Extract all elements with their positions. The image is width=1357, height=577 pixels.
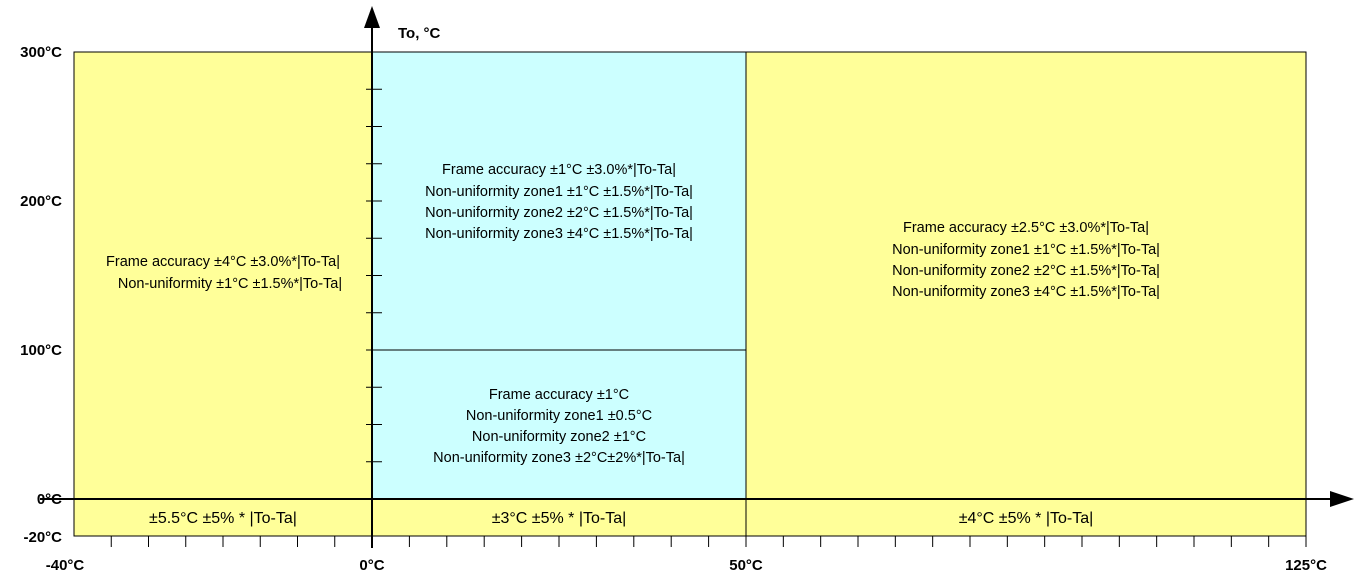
y-tick-label: -20°C — [23, 529, 62, 546]
zone-right-upper — [745, 51, 1307, 500]
y-tick-label: 200°C — [20, 193, 62, 210]
y-tick-label: 100°C — [20, 342, 62, 359]
zone-center-mid — [371, 349, 747, 500]
y-tick-label: 300°C — [20, 44, 62, 61]
zone-bottom-center — [371, 498, 747, 537]
zone-left-line-1: Frame accuracy ±4°C ±3.0%*|To-Ta| — [106, 254, 340, 270]
zone-center-top — [371, 51, 747, 351]
zone-center-mid-line-1: Frame accuracy ±1°C — [489, 387, 629, 403]
x-tick-label: 50°C — [729, 557, 763, 574]
zone-center-mid-line-4: Non-uniformity zone3 ±2°C±2%*|To-Ta| — [433, 450, 685, 466]
zone-center-mid-line-2: Non-uniformity zone1 ±0.5°C — [466, 408, 652, 424]
zone-bottom-center-text: ±3°C ±5% * |To-Ta| — [492, 510, 627, 527]
zone-left-line-2: Non-uniformity ±1°C ±1.5%*|To-Ta| — [118, 276, 342, 292]
x-tick-label: 125°C — [1285, 557, 1327, 574]
x-axis-arrow — [1330, 491, 1354, 507]
zone-center-top-line-3: Non-uniformity zone2 ±2°C ±1.5%*|To-Ta| — [425, 205, 693, 221]
y-axis-minor-ticks — [366, 88, 382, 463]
y-tick-label: 0°C — [37, 491, 62, 508]
y-axis-arrow — [364, 6, 380, 28]
zone-left-upper — [73, 51, 373, 500]
x-tick-label: -40°C — [46, 557, 85, 574]
zone-right-line-4: Non-uniformity zone3 ±4°C ±1.5%*|To-Ta| — [892, 284, 1160, 300]
zone-center-top-line-2: Non-uniformity zone1 ±1°C ±1.5%*|To-Ta| — [425, 184, 693, 200]
zone-bottom-right — [745, 498, 1307, 537]
zone-center-top-line-1: Frame accuracy ±1°C ±3.0%*|To-Ta| — [442, 162, 676, 178]
y-axis-title: To, °C — [398, 25, 441, 42]
x-tick-label: 0°C — [359, 557, 384, 574]
zone-center-top-line-4: Non-uniformity zone3 ±4°C ±1.5%*|To-Ta| — [425, 226, 693, 242]
zone-right-line-2: Non-uniformity zone1 ±1°C ±1.5%*|To-Ta| — [892, 242, 1160, 258]
zone-bottom-right-text: ±4°C ±5% * |To-Ta| — [959, 510, 1094, 527]
x-axis-minor-ticks — [110, 536, 1307, 547]
zone-right-line-1: Frame accuracy ±2.5°C ±3.0%*|To-Ta| — [903, 220, 1149, 236]
zone-bottom-left-text: ±5.5°C ±5% * |To-Ta| — [149, 510, 297, 527]
zone-right-line-3: Non-uniformity zone2 ±2°C ±1.5%*|To-Ta| — [892, 263, 1160, 279]
zone-center-mid-line-3: Non-uniformity zone2 ±1°C — [472, 429, 646, 445]
